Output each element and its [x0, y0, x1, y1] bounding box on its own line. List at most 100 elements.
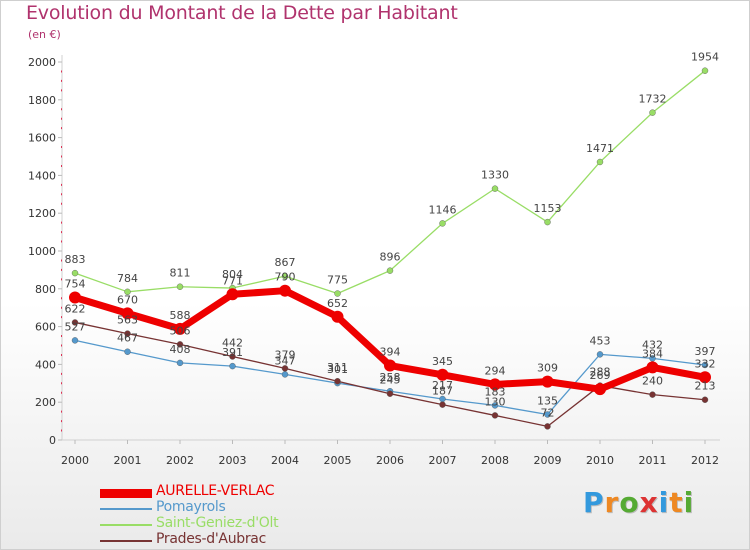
x-tick-label: 2004: [271, 454, 299, 467]
data-label: 883: [65, 253, 86, 266]
data-label: 245: [380, 374, 401, 387]
x-tick-label: 2001: [114, 454, 142, 467]
data-point: [71, 319, 79, 326]
x-tick-label: 2008: [481, 454, 509, 467]
y-tick-label: 400: [35, 358, 56, 371]
data-point: [701, 361, 709, 369]
data-point: [649, 109, 656, 116]
data-point: [544, 423, 551, 430]
data-label: 379: [275, 348, 296, 361]
chart-subtitle: (en €): [28, 28, 61, 41]
axes: 0 200 400 600 800 1000 1200 1400 1600 1800 2000 200…: [28, 55, 720, 467]
data-point: [701, 67, 709, 74]
data-labels: 883 784 811 804 867 775 896 1146 1330 1153 1471 173…: [65, 51, 720, 420]
data-point: [334, 378, 341, 385]
data-label: 240: [642, 375, 663, 388]
x-tick-label: 2009: [534, 454, 562, 467]
data-point: [594, 383, 606, 396]
data-label: 391: [222, 346, 243, 359]
data-point: [596, 158, 604, 166]
data-point: [226, 288, 239, 301]
data-label: 183: [485, 385, 506, 398]
data-label: 588: [170, 309, 191, 322]
data-label: 506: [170, 324, 191, 337]
data-label: 397: [695, 345, 716, 358]
data-point: [649, 355, 656, 362]
data-label: 130: [485, 395, 506, 408]
data-point: [439, 401, 446, 408]
data-point: [331, 310, 344, 323]
x-tick-label: 2002: [166, 454, 194, 467]
data-label: 311: [327, 361, 348, 374]
data-label: 332: [695, 357, 716, 370]
legend-label-saint-geniez: Saint-Geniez-d'Olt: [156, 515, 279, 531]
logo-letter: P: [583, 486, 605, 519]
data-point: [334, 290, 341, 297]
y-tick-label: 1800: [28, 94, 56, 107]
data-point: [386, 390, 394, 397]
series-points: [69, 67, 711, 430]
data-label: 1146: [429, 203, 457, 216]
logo-letter: o: [619, 486, 640, 519]
data-label: 527: [65, 320, 86, 333]
logo-letter: t: [669, 486, 684, 519]
data-label: 258: [380, 371, 401, 384]
data-point: [121, 307, 134, 320]
data-label: 453: [590, 334, 611, 347]
legend-swatch-prades-d-aubrac: [100, 540, 152, 542]
data-label: 784: [117, 272, 138, 285]
logo-letter: r: [604, 486, 620, 519]
data-label: 72: [541, 406, 555, 419]
data-point: [491, 412, 499, 419]
data-label: 467: [117, 332, 138, 345]
data-label: 394: [380, 346, 401, 359]
data-point: [541, 375, 554, 388]
data-point: [544, 411, 551, 418]
data-point: [229, 353, 236, 360]
data-point: [386, 267, 394, 274]
data-point: [491, 185, 499, 192]
y-tick-label: 1000: [28, 245, 56, 258]
data-point: [281, 272, 289, 280]
data-point: [174, 322, 186, 335]
y-tick-label: 1400: [28, 169, 56, 182]
data-point: [491, 402, 499, 409]
data-label: 670: [117, 293, 138, 306]
data-label: 217: [432, 379, 453, 392]
legend-label-pomayrols: Pomayrols: [156, 499, 226, 515]
data-point: [124, 348, 131, 355]
x-tick-label: 2006: [376, 454, 404, 467]
x-tick-label: 2010: [586, 454, 614, 467]
data-point: [281, 371, 289, 378]
legend-swatch-aurelle-verlac: [100, 489, 152, 498]
data-label: 345: [432, 355, 453, 368]
data-label: 384: [642, 347, 663, 360]
data-point: [176, 359, 184, 367]
x-tick-label: 2000: [61, 454, 89, 467]
logo-letter: i: [683, 486, 695, 519]
legend-label-prades-d-aubrac: Prades-d'Aubrac: [156, 531, 266, 547]
chart-title: Evolution du Montant de la Dette par Hab…: [26, 2, 458, 24]
data-point: [384, 359, 396, 372]
data-point: [124, 330, 131, 337]
data-label: 1471: [586, 142, 614, 155]
data-point: [436, 368, 449, 381]
data-label: 1153: [534, 202, 562, 215]
data-label: 288: [590, 366, 611, 379]
data-label: 754: [65, 277, 86, 290]
data-point: [699, 371, 711, 384]
x-tick-label: 2007: [429, 454, 457, 467]
data-point: [439, 220, 446, 227]
data-label: 187: [432, 385, 453, 398]
proxiti-logo: Proxiti: [583, 486, 694, 519]
data-label: 408: [170, 343, 191, 356]
y-tick-label: 1600: [28, 132, 56, 145]
data-point: [489, 378, 501, 391]
y-tick-label: 1200: [28, 207, 56, 220]
y-tick-label: 0: [49, 434, 56, 447]
data-point: [176, 283, 184, 290]
data-label: 432: [642, 338, 663, 351]
data-label: 790: [275, 271, 296, 284]
